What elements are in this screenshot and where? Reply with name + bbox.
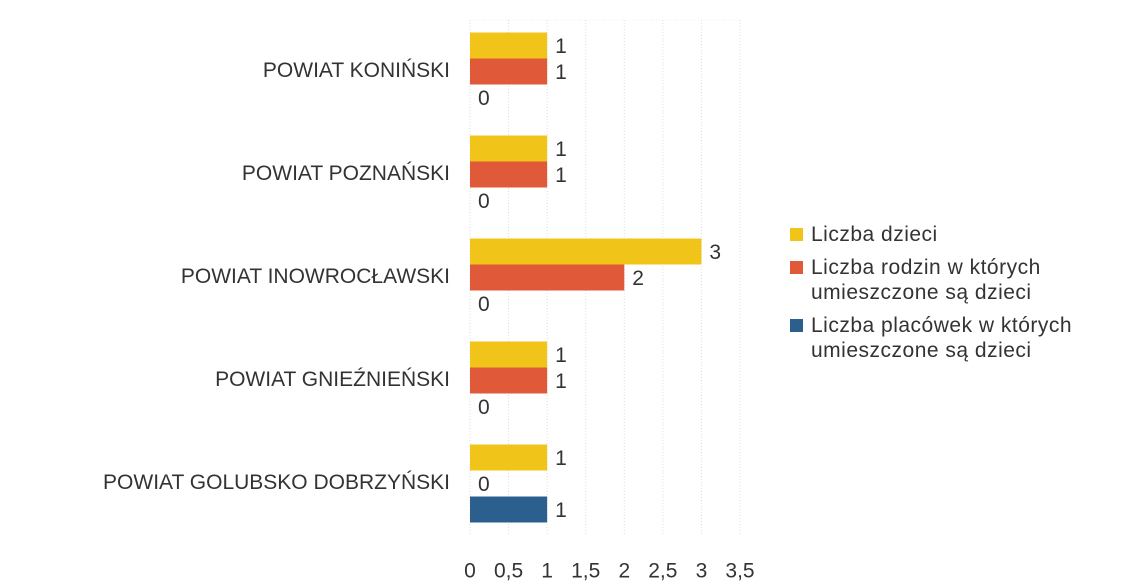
x-tick-label: 1,5 xyxy=(571,560,600,583)
bar xyxy=(470,264,625,291)
value-label: 0 xyxy=(478,473,490,496)
legend: Liczba dzieci Liczba rodzin w których umi… xyxy=(790,222,1120,371)
y-tick-label: POWIAT KONIŃSKI xyxy=(263,59,450,82)
x-tick-label: 0 xyxy=(464,560,476,583)
bar xyxy=(470,238,702,265)
legend-swatch xyxy=(790,319,803,332)
legend-label: Liczba rodzin w których umieszczone są d… xyxy=(811,256,1041,304)
bar xyxy=(470,496,548,523)
bar xyxy=(470,135,548,162)
bar xyxy=(470,161,548,188)
x-tick-label: 1 xyxy=(541,560,553,583)
value-label: 1 xyxy=(555,344,567,367)
y-tick-label: POWIAT GNIEŹNIEŃSKI xyxy=(215,368,450,391)
value-label: 2 xyxy=(632,267,644,290)
y-tick-label: POWIAT POZNAŃSKI xyxy=(242,162,450,185)
value-label: 0 xyxy=(478,293,490,316)
bar xyxy=(470,32,548,59)
x-tick-label: 2 xyxy=(618,560,630,583)
x-tick-label: 3 xyxy=(696,560,708,583)
legend-item: Liczba dzieci xyxy=(790,222,1120,247)
value-label: 1 xyxy=(555,35,567,58)
legend-label: Liczba dzieci xyxy=(811,223,938,246)
x-tick-label: 0,5 xyxy=(494,560,523,583)
value-label: 0 xyxy=(478,396,490,419)
y-tick-label: POWIAT INOWROCŁAWSKI xyxy=(181,265,450,288)
bar xyxy=(470,367,548,394)
legend-swatch xyxy=(790,228,803,241)
bar xyxy=(470,444,548,471)
bar xyxy=(470,58,548,85)
x-tick-label: 3,5 xyxy=(725,560,754,583)
value-label: 0 xyxy=(478,190,490,213)
value-label: 1 xyxy=(555,447,567,470)
value-label: 0 xyxy=(478,87,490,110)
legend-swatch xyxy=(790,261,803,274)
legend-item: Liczba placówek w których umieszczone są… xyxy=(790,313,1120,363)
legend-item: Liczba rodzin w których umieszczone są d… xyxy=(790,255,1120,305)
value-label: 1 xyxy=(555,61,567,84)
value-label: 1 xyxy=(555,370,567,393)
value-label: 3 xyxy=(709,241,721,264)
value-label: 1 xyxy=(555,499,567,522)
value-label: 1 xyxy=(555,138,567,161)
y-tick-label: POWIAT GOLUBSKO DOBRZYŃSKI xyxy=(103,471,450,494)
bar xyxy=(470,341,548,368)
x-tick-label: 2,5 xyxy=(648,560,677,583)
value-label: 1 xyxy=(555,164,567,187)
legend-label: Liczba placówek w których umieszczone są… xyxy=(811,314,1073,362)
